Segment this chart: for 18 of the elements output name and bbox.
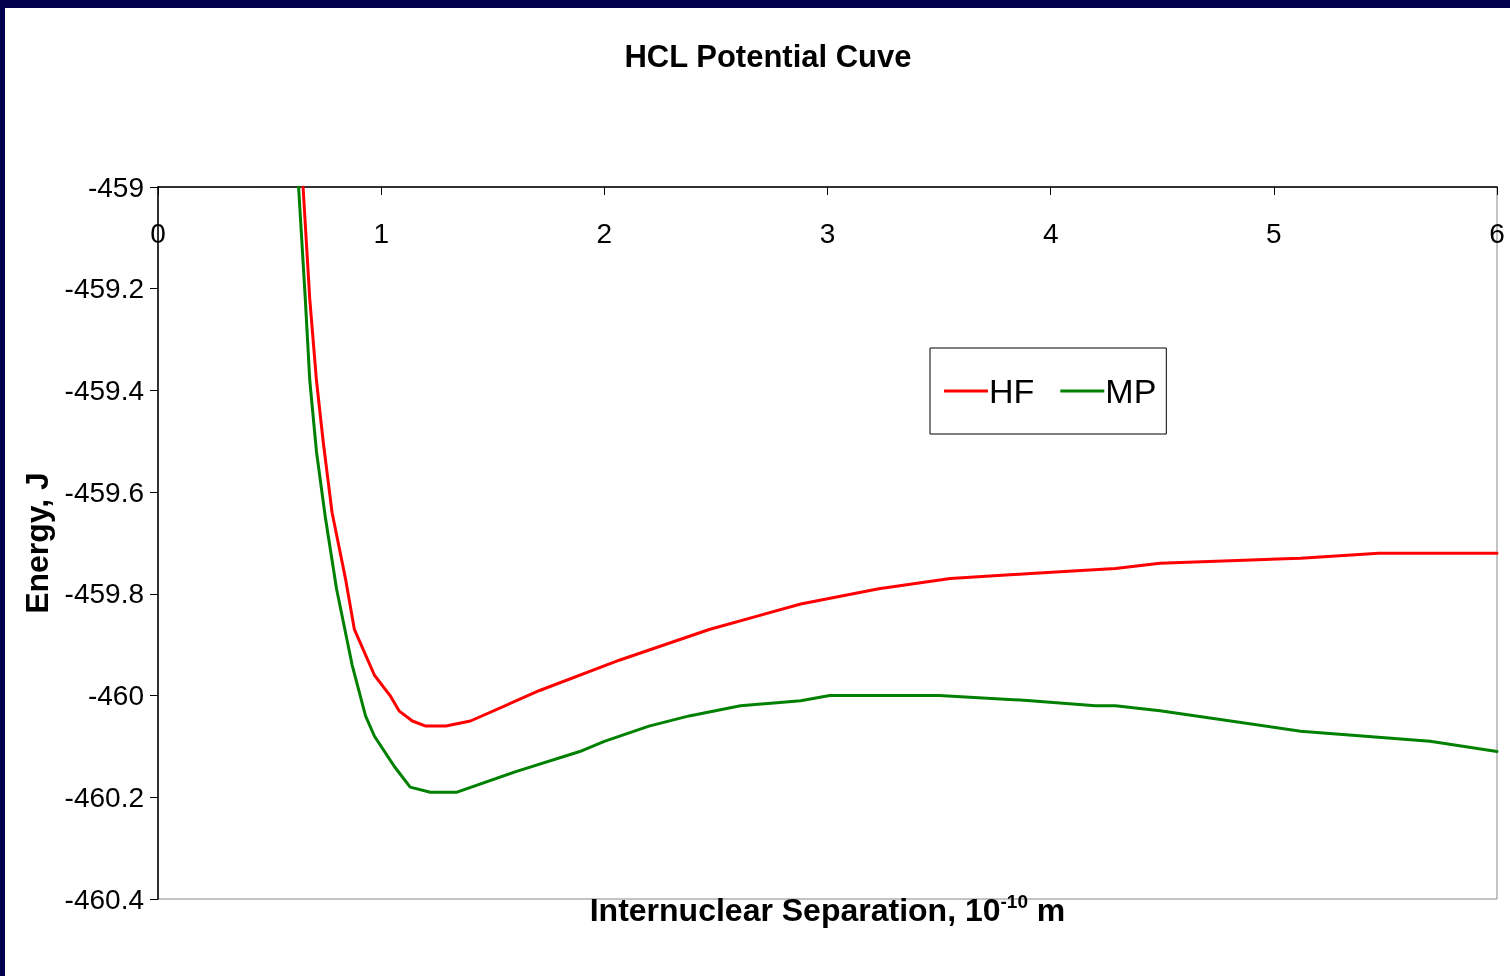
y-tick-label: -460.4: [64, 883, 144, 915]
x-tick-label: 3: [819, 217, 836, 249]
y-tick-label: -459: [87, 171, 144, 203]
chart-title: HCL Potential Cuve: [624, 39, 912, 74]
x-tick-label: 4: [1042, 217, 1059, 249]
legend-label: HF: [989, 372, 1035, 410]
x-tick-label: 6: [1489, 217, 1505, 249]
y-tick-label: -460: [87, 680, 144, 712]
y-tick-label: -459.6: [64, 476, 144, 508]
y-tick-label: -459.4: [64, 374, 144, 406]
legend-label: MP: [1105, 372, 1157, 410]
x-tick-label: 2: [596, 217, 613, 249]
y-tick-label: -459.8: [64, 578, 144, 610]
y-tick-label: -460.2: [64, 781, 144, 813]
y-axis-title: Energy, J: [19, 472, 55, 614]
x-tick-label: 1: [373, 217, 389, 249]
y-tick-label: -459.2: [64, 273, 144, 305]
x-tick-label: 5: [1266, 217, 1282, 249]
